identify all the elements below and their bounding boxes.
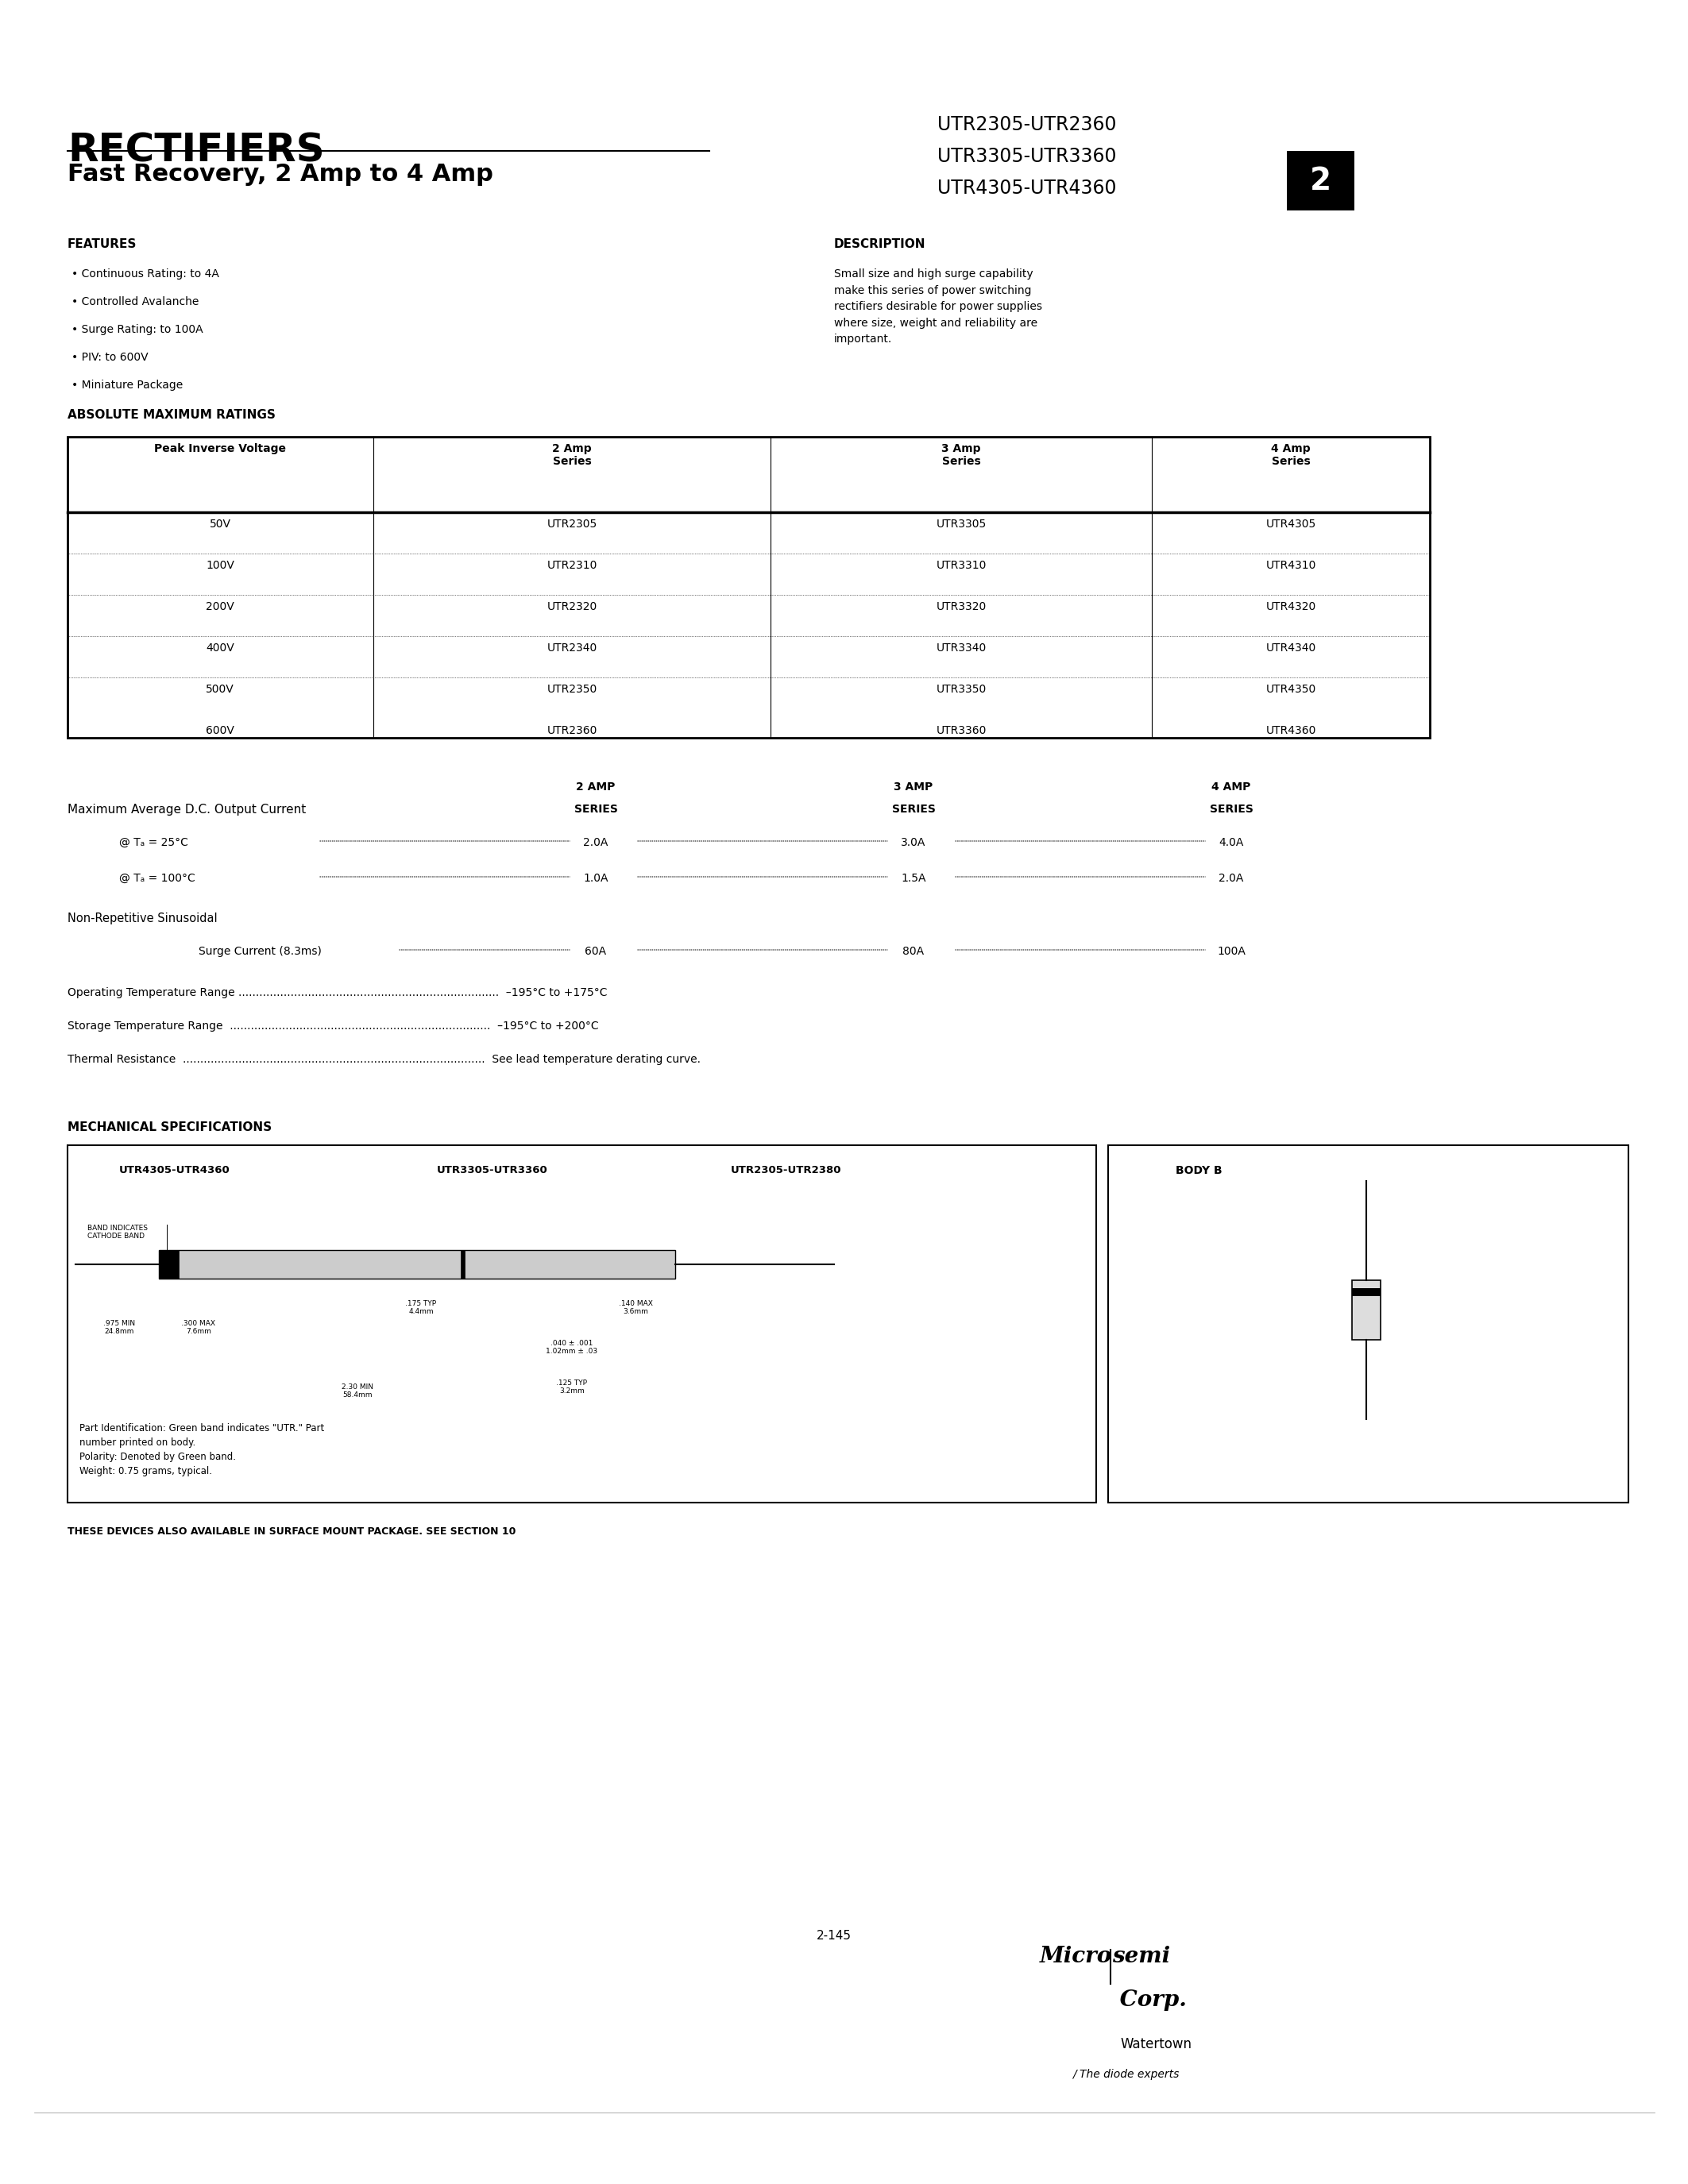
Text: SERIES: SERIES xyxy=(574,804,618,815)
Bar xyxy=(1352,1280,1381,1339)
Text: .975 MIN
24.8mm: .975 MIN 24.8mm xyxy=(103,1319,135,1334)
Text: UTR4320: UTR4320 xyxy=(1266,601,1317,612)
Text: UTR2310: UTR2310 xyxy=(547,559,598,570)
Text: Part Identification: Green band indicates "UTR." Part
number printed on body.
Po: Part Identification: Green band indicate… xyxy=(79,1424,324,1476)
Text: / The diode experts: / The diode experts xyxy=(1072,2068,1180,2079)
Text: UTR2305-UTR2380: UTR2305-UTR2380 xyxy=(731,1164,842,1175)
Text: UTR4340: UTR4340 xyxy=(1266,642,1317,653)
Text: UTR4310: UTR4310 xyxy=(1266,559,1317,570)
Text: ABSOLUTE MAXIMUM RATINGS: ABSOLUTE MAXIMUM RATINGS xyxy=(68,408,275,422)
Text: UTR3360: UTR3360 xyxy=(935,725,986,736)
Text: UTR4360: UTR4360 xyxy=(1266,725,1317,736)
Text: 4 AMP: 4 AMP xyxy=(1212,782,1251,793)
Text: Operating Temperature Range ....................................................: Operating Temperature Range ............… xyxy=(68,987,608,998)
Text: UTR3305-UTR3360: UTR3305-UTR3360 xyxy=(437,1164,549,1175)
Bar xyxy=(461,1249,464,1278)
Bar xyxy=(159,1249,675,1278)
Text: • Continuous Rating: to 4A: • Continuous Rating: to 4A xyxy=(71,269,219,280)
Text: UTR3310: UTR3310 xyxy=(935,559,986,570)
Text: UTR4305: UTR4305 xyxy=(1266,518,1317,531)
Text: @ Tₐ = 100°C: @ Tₐ = 100°C xyxy=(120,874,196,885)
Text: UTR3305: UTR3305 xyxy=(937,518,986,531)
Text: 3 AMP: 3 AMP xyxy=(895,782,933,793)
Text: UTR4305-UTR4360: UTR4305-UTR4360 xyxy=(120,1164,230,1175)
Text: 100V: 100V xyxy=(206,559,235,570)
Text: • Surge Rating: to 100A: • Surge Rating: to 100A xyxy=(71,323,203,334)
Text: BAND INDICATES
CATHODE BAND: BAND INDICATES CATHODE BAND xyxy=(88,1225,149,1241)
Text: THESE DEVICES ALSO AVAILABLE IN SURFACE MOUNT PACKAGE. SEE SECTION 10: THESE DEVICES ALSO AVAILABLE IN SURFACE … xyxy=(68,1527,517,1538)
Text: .040 ± .001
1.02mm ± .03: .040 ± .001 1.02mm ± .03 xyxy=(547,1339,598,1356)
Text: UTR2350: UTR2350 xyxy=(547,684,598,695)
Text: 500V: 500V xyxy=(206,684,235,695)
Text: FEATURES: FEATURES xyxy=(68,238,137,251)
Text: 3 Amp
Series: 3 Amp Series xyxy=(942,443,981,467)
Text: @ Tₐ = 25°C: @ Tₐ = 25°C xyxy=(120,836,187,847)
Text: UTR2340: UTR2340 xyxy=(547,642,598,653)
Text: Corp.: Corp. xyxy=(1112,1990,1187,2011)
Text: • Miniature Package: • Miniature Package xyxy=(71,380,182,391)
Text: UTR3350: UTR3350 xyxy=(937,684,986,695)
Text: UTR2360: UTR2360 xyxy=(547,725,598,736)
Text: • Controlled Avalanche: • Controlled Avalanche xyxy=(71,297,199,308)
Text: MECHANICAL SPECIFICATIONS: MECHANICAL SPECIFICATIONS xyxy=(68,1120,272,1133)
Text: 2 Amp
Series: 2 Amp Series xyxy=(552,443,592,467)
Text: 50V: 50V xyxy=(209,518,231,531)
Text: .125 TYP
3.2mm: .125 TYP 3.2mm xyxy=(557,1380,587,1396)
Text: 2.0A: 2.0A xyxy=(1219,874,1244,885)
Text: Non-Repetitive Sinusoidal: Non-Repetitive Sinusoidal xyxy=(68,913,218,924)
Text: .175 TYP
4.4mm: .175 TYP 4.4mm xyxy=(405,1299,437,1315)
Text: Fast Recovery, 2 Amp to 4 Amp: Fast Recovery, 2 Amp to 4 Amp xyxy=(68,164,493,186)
Text: 1.5A: 1.5A xyxy=(901,874,927,885)
Text: SERIES: SERIES xyxy=(891,804,935,815)
Text: Watertown: Watertown xyxy=(1121,2038,1192,2051)
Text: BODY B: BODY B xyxy=(1175,1164,1222,1177)
Text: UTR4350: UTR4350 xyxy=(1266,684,1317,695)
Text: UTR2320: UTR2320 xyxy=(547,601,598,612)
Text: 2.0A: 2.0A xyxy=(584,836,608,847)
Text: 80A: 80A xyxy=(903,946,925,957)
Text: DESCRIPTION: DESCRIPTION xyxy=(834,238,925,251)
Text: Thermal Resistance  ............................................................: Thermal Resistance .....................… xyxy=(68,1055,701,1066)
Text: Small size and high surge capability
make this series of power switching
rectifi: Small size and high surge capability mak… xyxy=(834,269,1041,345)
Text: 4 Amp
Series: 4 Amp Series xyxy=(1271,443,1310,467)
Text: UTR2305: UTR2305 xyxy=(547,518,598,531)
Bar xyxy=(68,1144,1096,1503)
Text: • PIV: to 600V: • PIV: to 600V xyxy=(71,352,149,363)
Text: 200V: 200V xyxy=(206,601,235,612)
Text: Peak Inverse Voltage: Peak Inverse Voltage xyxy=(154,443,285,454)
Text: UTR3320: UTR3320 xyxy=(937,601,986,612)
Text: 3.0A: 3.0A xyxy=(901,836,927,847)
Text: 60A: 60A xyxy=(586,946,606,957)
Text: 400V: 400V xyxy=(206,642,235,653)
Text: 1.0A: 1.0A xyxy=(584,874,608,885)
Text: 2 AMP: 2 AMP xyxy=(576,782,616,793)
Bar xyxy=(1107,1144,1629,1503)
Text: 2.30 MIN
58.4mm: 2.30 MIN 58.4mm xyxy=(341,1382,373,1400)
Text: UTR2305-UTR2360: UTR2305-UTR2360 xyxy=(937,116,1116,133)
Text: 600V: 600V xyxy=(206,725,235,736)
FancyBboxPatch shape xyxy=(1286,151,1354,210)
Text: .300 MAX
7.6mm: .300 MAX 7.6mm xyxy=(182,1319,216,1334)
Text: Storage Temperature Range  .....................................................: Storage Temperature Range ..............… xyxy=(68,1020,599,1031)
Text: 2-145: 2-145 xyxy=(817,1931,851,1942)
Text: UTR4305-UTR4360: UTR4305-UTR4360 xyxy=(937,179,1116,199)
Text: 4.0A: 4.0A xyxy=(1219,836,1244,847)
Text: Maximum Average D.C. Output Current: Maximum Average D.C. Output Current xyxy=(68,804,306,815)
Text: .140 MAX
3.6mm: .140 MAX 3.6mm xyxy=(618,1299,653,1315)
Bar xyxy=(68,437,1430,738)
Text: RECTIFIERS: RECTIFIERS xyxy=(68,131,324,168)
Text: Surge Current (8.3ms): Surge Current (8.3ms) xyxy=(199,946,322,957)
Text: 2: 2 xyxy=(1310,166,1332,197)
Text: Micro: Micro xyxy=(1040,1946,1112,1968)
Bar xyxy=(159,1249,179,1278)
Text: SERIES: SERIES xyxy=(1209,804,1252,815)
Bar xyxy=(1352,1289,1381,1295)
Text: UTR3305-UTR3360: UTR3305-UTR3360 xyxy=(937,146,1116,166)
Text: UTR3340: UTR3340 xyxy=(937,642,986,653)
Text: semi: semi xyxy=(1112,1946,1170,1968)
Text: 100A: 100A xyxy=(1217,946,1246,957)
